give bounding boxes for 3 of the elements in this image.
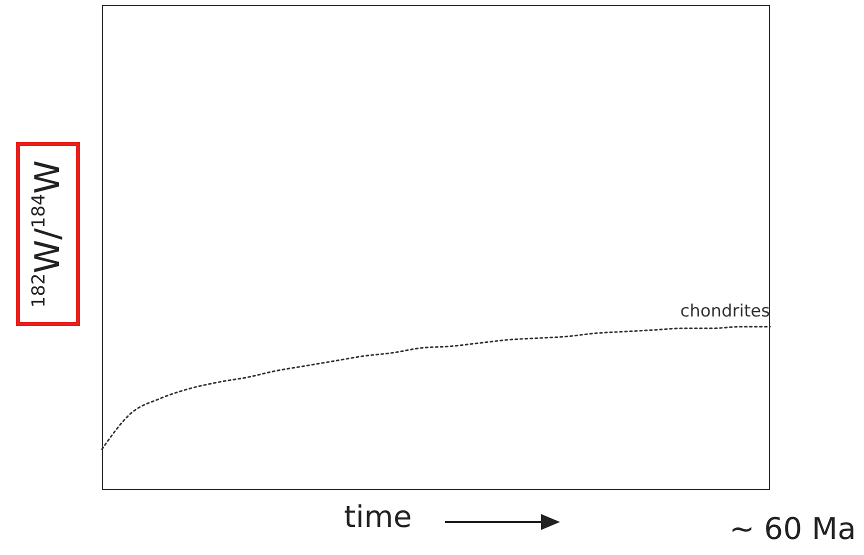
series-label: chondrites bbox=[680, 302, 770, 322]
x-axis-title: time bbox=[344, 500, 412, 535]
text: ~ 60 Ma bbox=[729, 512, 856, 547]
